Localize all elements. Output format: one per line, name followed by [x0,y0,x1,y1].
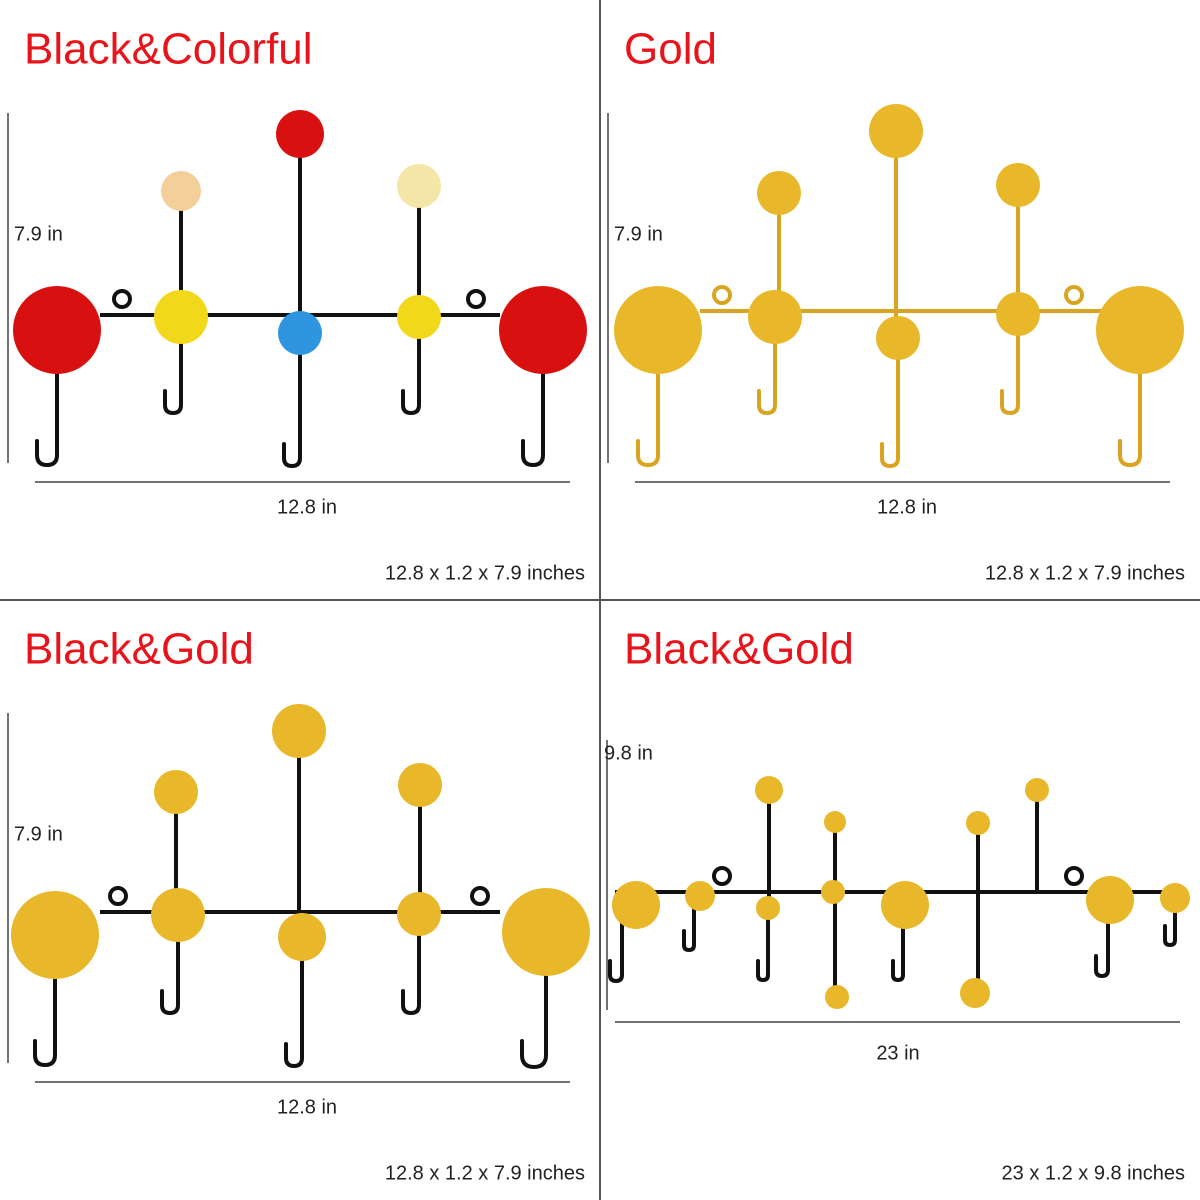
disc [755,776,783,804]
hook [282,331,302,469]
disc [1086,876,1134,924]
hook [520,930,548,1070]
hook [756,906,770,983]
hook [401,315,421,416]
disc [398,763,442,807]
disc [876,316,920,360]
hook [521,328,545,468]
hanging-loop [1064,285,1084,305]
height-label: 7.9 in [14,823,63,845]
hook [1094,898,1110,979]
disc [278,311,322,355]
disc [161,171,201,211]
disc [821,880,845,904]
hanging-loop [1064,866,1084,886]
width-label: 12.8 in [277,1096,337,1118]
hook [891,903,905,983]
disc [278,913,326,961]
hook [284,935,304,1069]
width-label: 12.8 in [277,496,337,518]
hook [160,913,180,1016]
hanging-loop [112,289,132,309]
disc [499,286,587,374]
hanging-loop [466,289,486,309]
hanging-loop [712,285,732,305]
disc [397,892,441,936]
disc [966,811,990,835]
hook [1000,312,1020,416]
panel-title: Black&Colorful [24,25,313,74]
disc [824,811,846,833]
disc [825,985,849,1009]
disc [612,881,660,929]
hanging-loop [712,866,732,886]
disc [276,110,324,158]
hook [35,328,59,468]
disc [11,891,99,979]
panel-title: Black&Gold [624,625,854,674]
hook [682,894,696,953]
hook [757,315,777,416]
disc [272,704,326,758]
disc [614,286,702,374]
disc [869,104,923,158]
disc [397,295,441,339]
hook [163,315,183,416]
disc [1096,286,1184,374]
width-label: 12.8 in [877,496,937,518]
dimensions: 12.8 x 1.2 x 7.9 inches [985,562,1185,584]
disc [397,164,441,208]
disc [685,881,715,911]
disc [151,888,205,942]
disc [1160,883,1190,913]
hook [1118,328,1142,468]
disc [154,770,198,814]
panel-title: Black&Gold [24,625,254,674]
hook [33,933,57,1068]
disc [996,292,1040,336]
height-label: 9.8 in [604,742,653,764]
hook [401,912,421,1016]
disc [1025,778,1049,802]
dimensions: 12.8 x 1.2 x 7.9 inches [385,562,585,584]
disc [996,163,1040,207]
disc [502,888,590,976]
panel-title: Gold [624,25,717,74]
hook [1163,896,1177,948]
dimensions: 12.8 x 1.2 x 7.9 inches [385,1162,585,1184]
hanging-loop [108,886,128,906]
dimensions: 23 x 1.2 x 9.8 inches [1002,1162,1185,1184]
disc [748,290,802,344]
disc [881,881,929,929]
height-label: 7.9 in [14,223,63,245]
hook [636,328,660,468]
width-label: 23 in [876,1042,919,1064]
hook [608,903,624,984]
disc [154,290,208,344]
disc [13,286,101,374]
disc [756,896,780,920]
disc [960,978,990,1008]
hanging-loop [470,886,490,906]
disc [757,171,801,215]
hook [880,336,900,469]
height-label: 7.9 in [614,223,663,245]
